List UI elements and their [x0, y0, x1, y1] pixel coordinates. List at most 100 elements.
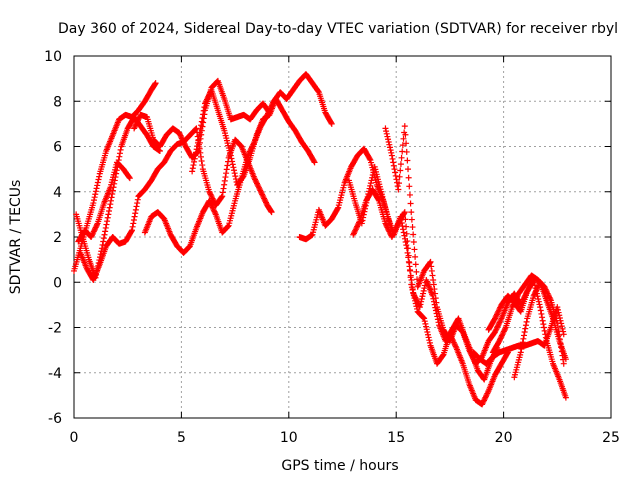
data-point — [181, 140, 188, 147]
data-point — [90, 197, 97, 204]
data-point — [388, 149, 395, 156]
data-point — [405, 174, 412, 181]
data-point — [194, 143, 201, 150]
data-point — [498, 332, 505, 339]
data-point — [223, 166, 230, 173]
data-point — [104, 214, 111, 221]
series-trace-b — [73, 114, 163, 281]
data-point — [178, 135, 185, 142]
data-point — [369, 174, 376, 181]
data-point — [388, 234, 395, 240]
data-point — [367, 180, 374, 187]
data-point — [221, 177, 228, 184]
data-point — [383, 128, 390, 135]
data-point — [408, 281, 415, 288]
data-point — [400, 135, 407, 142]
data-point — [134, 200, 141, 207]
data-point — [482, 393, 489, 400]
data-point — [559, 325, 566, 332]
data-point — [202, 99, 209, 106]
data-point — [554, 306, 561, 313]
data-point — [433, 299, 440, 306]
data-point — [368, 177, 375, 184]
data-point — [560, 360, 567, 367]
data-point — [133, 119, 140, 126]
data-point — [193, 146, 200, 153]
data-point — [520, 335, 527, 342]
data-point — [92, 224, 99, 231]
data-point — [390, 229, 397, 236]
data-point — [230, 164, 237, 171]
data-point — [492, 329, 499, 336]
data-point — [394, 183, 401, 190]
data-point — [420, 287, 427, 294]
data-point — [412, 253, 419, 260]
data-point — [414, 305, 421, 312]
y-tick-label: 2 — [53, 230, 62, 246]
data-point — [310, 158, 317, 165]
data-point — [102, 228, 109, 235]
data-point — [92, 191, 99, 198]
x-tick-label: 25 — [602, 430, 620, 446]
data-point — [500, 329, 507, 336]
data-point — [493, 312, 500, 319]
y-axis-label: SDTVAR / TECUs — [8, 180, 24, 295]
data-point — [132, 206, 139, 213]
data-point — [198, 118, 205, 125]
data-point — [384, 133, 391, 140]
data-point — [94, 182, 101, 189]
data-point — [403, 223, 410, 230]
data-point — [196, 129, 203, 136]
data-point — [408, 209, 415, 216]
data-point — [259, 192, 266, 199]
data-point — [91, 227, 98, 234]
data-point — [354, 222, 361, 229]
data-point — [532, 288, 539, 295]
data-point — [426, 259, 433, 266]
data-point — [558, 320, 565, 327]
data-point — [231, 167, 238, 174]
data-point — [240, 173, 247, 180]
data-point — [412, 300, 419, 307]
series-trace-j — [350, 186, 511, 408]
data-point — [539, 317, 546, 324]
data-point — [103, 221, 110, 228]
data-point — [430, 276, 437, 283]
data-point — [116, 153, 123, 160]
data-point — [385, 136, 392, 143]
data-point — [352, 227, 359, 234]
data-point — [130, 220, 137, 227]
data-point — [195, 136, 202, 143]
data-point — [523, 318, 530, 325]
data-point — [199, 162, 206, 169]
data-point — [197, 125, 204, 132]
data-point — [425, 334, 432, 341]
data-point — [259, 191, 266, 198]
data-point — [420, 290, 427, 297]
data-point — [200, 107, 207, 114]
data-point — [410, 231, 417, 238]
data-point — [492, 327, 499, 334]
data-point — [439, 352, 446, 359]
data-point — [223, 170, 230, 177]
data-point — [530, 292, 537, 299]
data-point — [400, 226, 407, 233]
data-point — [222, 174, 229, 181]
data-point — [176, 131, 183, 138]
data-point — [497, 318, 504, 325]
data-point — [180, 139, 187, 146]
data-point — [392, 225, 399, 232]
data-point — [126, 175, 133, 182]
data-point — [117, 146, 124, 153]
data-point — [480, 398, 487, 405]
data-point — [538, 310, 545, 317]
series-trace-c — [75, 159, 133, 245]
data-point — [481, 397, 488, 404]
data-point — [91, 194, 98, 201]
data-point — [390, 162, 397, 169]
data-point — [199, 114, 206, 121]
data-point — [514, 293, 521, 300]
data-point — [389, 232, 396, 239]
data-point — [409, 286, 416, 293]
data-point — [519, 339, 526, 346]
